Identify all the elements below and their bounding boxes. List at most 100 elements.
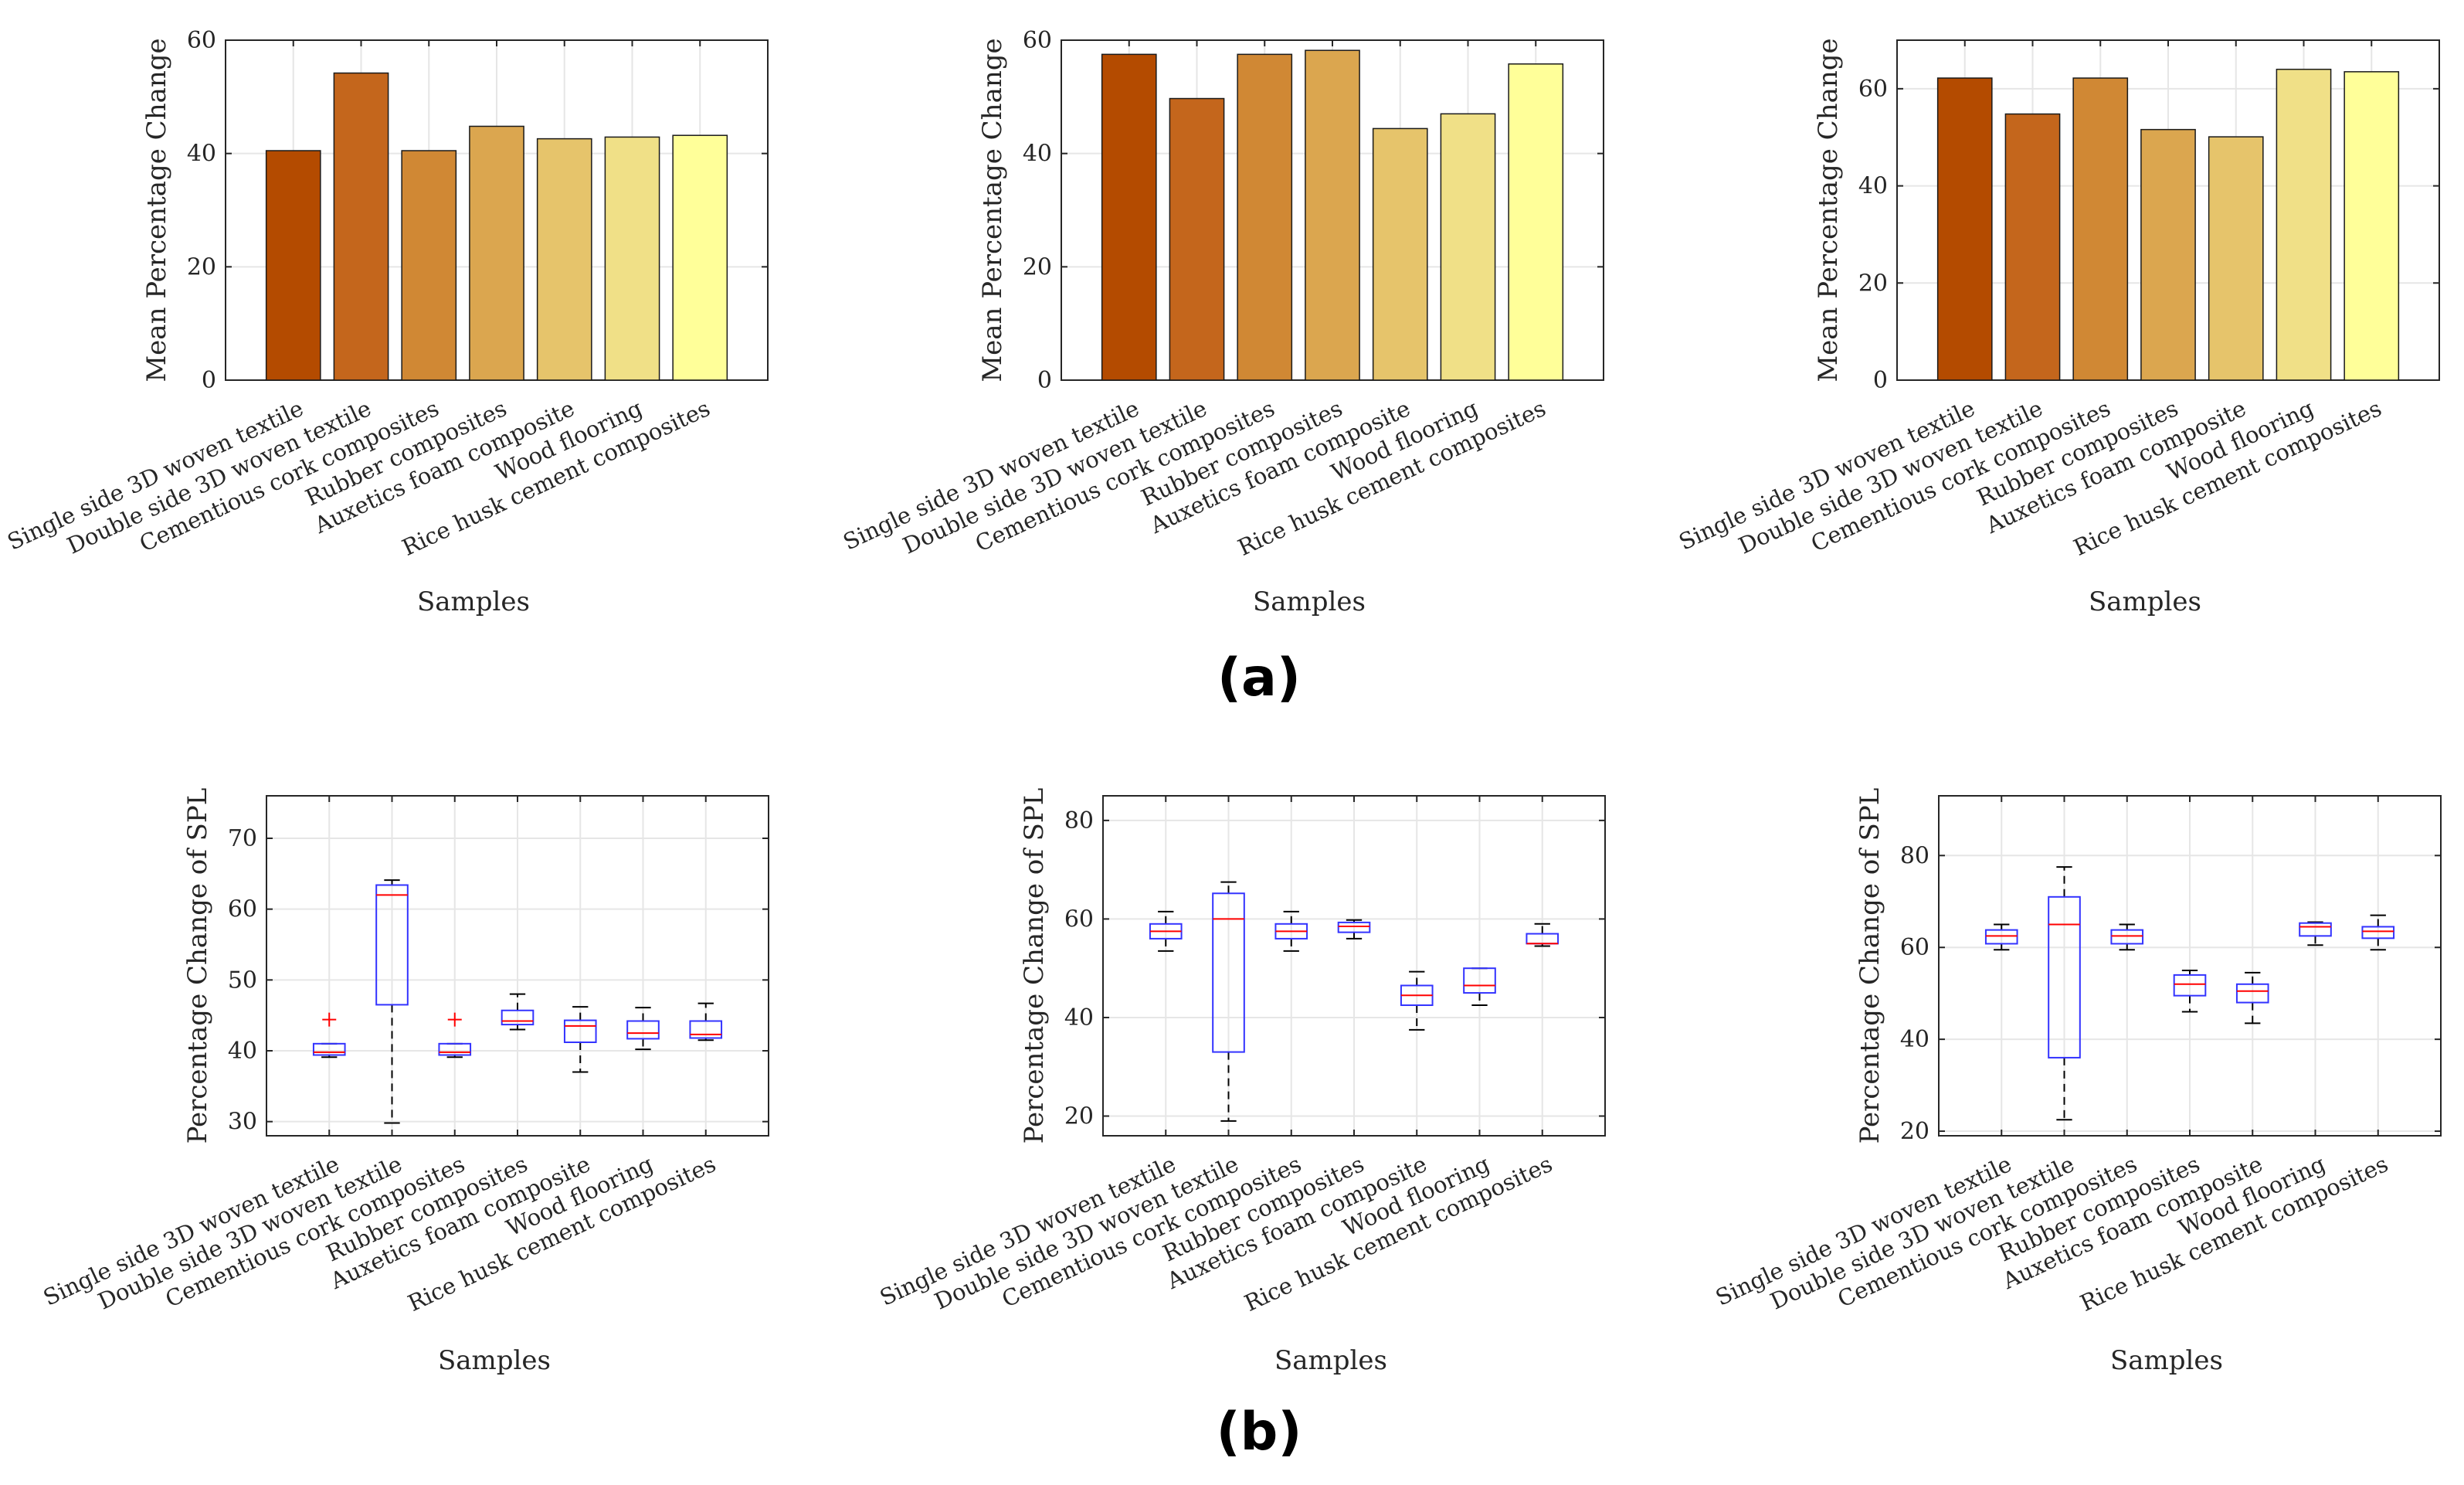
bar-3 bbox=[469, 125, 524, 381]
x-axis-label: Samples bbox=[438, 1345, 551, 1376]
box-2 bbox=[2110, 923, 2144, 951]
box-iqr bbox=[375, 884, 409, 1006]
box-iqr bbox=[2110, 929, 2144, 945]
box-iqr bbox=[2299, 922, 2332, 937]
box-5 bbox=[626, 1007, 660, 1051]
box-3 bbox=[501, 993, 535, 1031]
y-tick-label: 40 bbox=[1900, 1026, 1929, 1053]
y-tick-label: 20 bbox=[1023, 253, 1052, 280]
box-6 bbox=[1526, 923, 1560, 947]
y-axis-label: Percentage Change of SPL bbox=[1019, 788, 1050, 1144]
y-tick-label: 80 bbox=[1064, 807, 1094, 834]
bar-3 bbox=[2140, 128, 2196, 381]
box-iqr bbox=[626, 1020, 660, 1040]
box-iqr bbox=[2048, 895, 2081, 1059]
box-iqr bbox=[1984, 929, 2018, 945]
y-axis-label: Mean Percentage Change bbox=[141, 38, 172, 382]
bar-0 bbox=[1936, 77, 1993, 381]
y-tick-label: 60 bbox=[1900, 934, 1929, 961]
bar-2 bbox=[401, 150, 457, 381]
y-tick-label: 60 bbox=[1858, 76, 1888, 103]
x-axis-label: Samples bbox=[2089, 586, 2201, 617]
bar-4 bbox=[2208, 136, 2264, 381]
box-iqr bbox=[1463, 967, 1496, 994]
bar-1 bbox=[333, 72, 389, 381]
bar-3 bbox=[1305, 49, 1360, 381]
y-axis-label: Mean Percentage Change bbox=[977, 38, 1008, 382]
bar-6 bbox=[1508, 63, 1564, 381]
y-tick-label: 30 bbox=[228, 1109, 257, 1136]
y-tick-label: 60 bbox=[187, 27, 216, 54]
box-iqr bbox=[438, 1042, 472, 1056]
x-axis-label: Samples bbox=[2110, 1345, 2223, 1376]
x-axis-label: Samples bbox=[1253, 586, 1366, 617]
bar-6 bbox=[672, 134, 728, 381]
y-tick-label: 40 bbox=[228, 1038, 257, 1065]
x-axis-label: Samples bbox=[1274, 1345, 1387, 1376]
y-tick-label: 0 bbox=[1873, 367, 1888, 394]
bar-0 bbox=[265, 150, 321, 381]
bar-4 bbox=[536, 138, 592, 381]
y-tick-label: 40 bbox=[1023, 141, 1052, 168]
bar-0 bbox=[1101, 53, 1157, 381]
box-iqr bbox=[2173, 974, 2207, 997]
y-tick-label: 20 bbox=[1900, 1118, 1929, 1145]
box-5 bbox=[2299, 921, 2332, 946]
y-tick-label: 40 bbox=[187, 141, 216, 168]
bar-1 bbox=[2004, 113, 2061, 381]
box-1 bbox=[375, 879, 409, 1124]
box-4 bbox=[2235, 971, 2269, 1025]
box-4 bbox=[563, 1006, 597, 1073]
y-tick-label: 70 bbox=[228, 825, 257, 852]
box-1 bbox=[2048, 866, 2081, 1121]
box-iqr bbox=[312, 1042, 346, 1056]
y-tick-label: 60 bbox=[1064, 906, 1094, 933]
box-3 bbox=[2173, 969, 2207, 1013]
bar-1 bbox=[1169, 97, 1225, 381]
bar-6 bbox=[2344, 71, 2400, 381]
box-3 bbox=[1337, 919, 1371, 940]
bar-5 bbox=[1440, 113, 1496, 381]
box-iqr bbox=[563, 1019, 597, 1044]
y-tick-label: 40 bbox=[1858, 173, 1888, 200]
box-5 bbox=[1463, 967, 1496, 1007]
box-6 bbox=[689, 1002, 723, 1042]
box-iqr bbox=[2235, 983, 2269, 1004]
y-axis-label: Percentage Change of SPL bbox=[182, 788, 213, 1144]
outlier-0 bbox=[447, 1012, 462, 1027]
y-tick-label: 20 bbox=[1858, 270, 1888, 297]
y-tick-label: 20 bbox=[1064, 1103, 1094, 1130]
box-1 bbox=[1212, 881, 1245, 1122]
bar-4 bbox=[1372, 127, 1428, 381]
box-6 bbox=[2361, 914, 2395, 951]
y-tick-label: 60 bbox=[228, 896, 257, 923]
y-tick-label: 0 bbox=[202, 367, 216, 394]
y-tick-label: 0 bbox=[1037, 367, 1052, 394]
box-iqr bbox=[501, 1009, 535, 1026]
box-0 bbox=[1149, 910, 1183, 952]
x-axis-label: Samples bbox=[417, 586, 530, 617]
y-tick-label: 40 bbox=[1064, 1004, 1094, 1031]
outlier-0 bbox=[322, 1012, 337, 1027]
box-iqr bbox=[1212, 892, 1245, 1053]
y-tick-label: 50 bbox=[228, 967, 257, 994]
box-iqr bbox=[2361, 926, 2395, 940]
bar-2 bbox=[2072, 77, 2129, 381]
y-axis-label: Percentage Change of SPL bbox=[1855, 788, 1885, 1144]
box-2 bbox=[1274, 910, 1308, 952]
box-2 bbox=[438, 1012, 472, 1059]
bar-5 bbox=[2276, 68, 2332, 381]
box-iqr bbox=[689, 1020, 723, 1039]
y-tick-label: 20 bbox=[187, 253, 216, 280]
bar-5 bbox=[604, 136, 660, 381]
y-tick-label: 80 bbox=[1900, 842, 1929, 869]
box-4 bbox=[1400, 970, 1434, 1031]
box-0 bbox=[312, 1012, 346, 1059]
